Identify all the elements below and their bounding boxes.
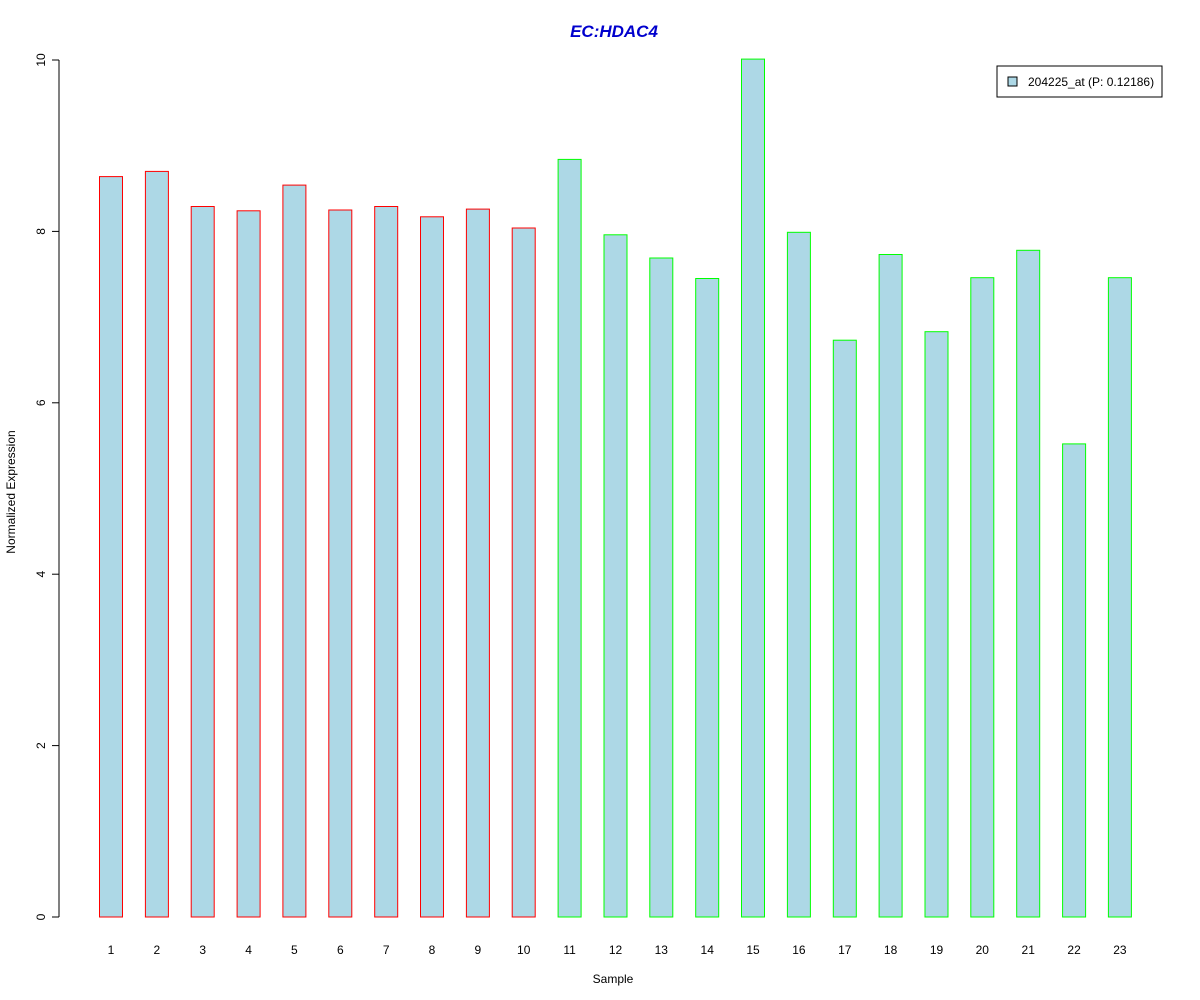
x-tick-label: 11 <box>563 943 576 957</box>
x-tick-label: 12 <box>609 943 623 957</box>
y-tick-label: 4 <box>34 571 48 578</box>
x-tick-label: 6 <box>337 943 344 957</box>
bar-sample-18 <box>878 254 903 918</box>
y-tick-label: 0 <box>34 913 48 920</box>
x-tick-label: 4 <box>245 943 252 957</box>
bar-sample-7 <box>374 206 399 918</box>
y-axis: 0 2 4 6 8 10 <box>34 53 60 920</box>
bar-sample-10 <box>511 227 536 918</box>
legend: 204225_at (P: 0.12186) <box>996 65 1163 98</box>
bar-sample-12 <box>603 234 628 918</box>
bar-sample-4 <box>236 210 261 918</box>
bar-sample-20 <box>970 277 995 918</box>
x-tick-label: 10 <box>517 943 531 957</box>
y-axis-label: Normalized Expression <box>4 430 18 553</box>
x-tick-label: 15 <box>746 943 760 957</box>
x-tick-label: 19 <box>930 943 944 957</box>
legend-label: 204225_at (P: 0.12186) <box>1028 75 1154 89</box>
bar-sample-15 <box>741 58 765 918</box>
bar-sample-8 <box>420 216 444 918</box>
legend-swatch <box>1007 76 1018 87</box>
bar-sample-1 <box>99 176 123 918</box>
x-tick-labels: 1 2 3 4 5 6 7 8 9 10 11 12 13 14 15 16 17 18 19 20 21 22 23 <box>108 943 1127 957</box>
y-tick-label: 2 <box>34 742 48 749</box>
bar-sample-19 <box>924 331 949 918</box>
x-tick-label: 18 <box>884 943 898 957</box>
x-tick-label: 9 <box>475 943 482 957</box>
bar-sample-11 <box>557 158 582 918</box>
x-tick-label: 22 <box>1067 943 1081 957</box>
x-tick-label: 3 <box>199 943 206 957</box>
chart-title: EC:HDAC4 <box>570 22 658 41</box>
bar-sample-22 <box>1062 443 1087 918</box>
x-tick-label: 20 <box>976 943 990 957</box>
legend-box <box>996 65 1163 98</box>
x-tick-label: 17 <box>838 943 852 957</box>
x-tick-label: 14 <box>701 943 715 957</box>
bar-sample-13 <box>649 257 674 918</box>
x-tick-label: 16 <box>792 943 806 957</box>
y-tick-label: 6 <box>34 399 48 406</box>
bar-sample-3 <box>190 206 215 918</box>
x-tick-label: 1 <box>108 943 115 957</box>
x-tick-label: 21 <box>1022 943 1036 957</box>
bar-sample-9 <box>465 208 490 918</box>
bar-sample-14 <box>695 278 720 918</box>
x-tick-label: 5 <box>291 943 298 957</box>
bar-sample-16 <box>786 231 811 918</box>
x-tick-label: 23 <box>1113 943 1127 957</box>
x-tick-label: 7 <box>383 943 390 957</box>
x-tick-label: 13 <box>655 943 669 957</box>
x-tick-label: 2 <box>154 943 161 957</box>
bar-sample-6 <box>328 209 353 918</box>
bars-group <box>99 58 1132 918</box>
bar-sample-2 <box>144 170 169 918</box>
x-tick-label: 8 <box>429 943 436 957</box>
y-tick-label: 8 <box>34 228 48 235</box>
bar-sample-21 <box>1016 249 1041 918</box>
y-tick-label: 10 <box>34 53 48 67</box>
bar-sample-5 <box>282 184 307 918</box>
bar-sample-17 <box>832 339 857 918</box>
x-axis-label: Sample <box>593 972 634 986</box>
bar-sample-23 <box>1107 277 1132 918</box>
